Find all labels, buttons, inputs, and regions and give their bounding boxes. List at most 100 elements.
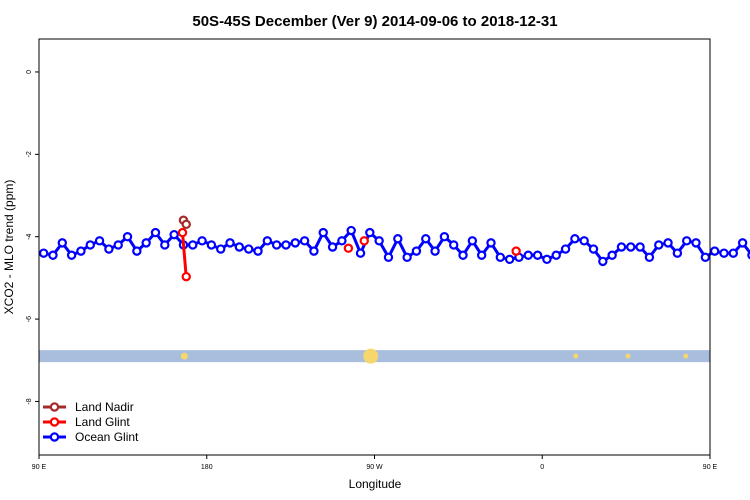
- sounding-mark: [180, 352, 188, 360]
- y-tick-label: 0: [26, 70, 33, 74]
- ocean-glint-point: [467, 236, 478, 246]
- ocean-glint-point: [504, 254, 515, 265]
- ocean-glint-point: [104, 244, 114, 254]
- ocean-glint-point: [253, 246, 263, 256]
- land-nadir-point: [181, 219, 191, 230]
- ocean-glint-point: [709, 246, 720, 256]
- ocean-glint-point: [542, 254, 552, 265]
- ocean-glint-point: [85, 240, 95, 250]
- ocean-glint-point: [355, 248, 366, 258]
- ocean-glint-point: [150, 227, 161, 238]
- ocean-glint-point: [113, 240, 123, 250]
- ocean-glint-point: [122, 232, 133, 242]
- ocean-glint-point: [486, 238, 496, 248]
- land-glint-point: [511, 246, 521, 256]
- legend-swatch-marker: [49, 432, 60, 442]
- ocean-glint-point: [365, 227, 375, 238]
- y-tick-label: -6: [26, 316, 33, 322]
- sounding-mark: [573, 353, 579, 359]
- land-glint-point: [359, 236, 369, 246]
- ocean-glint-point: [337, 236, 347, 246]
- land-glint-point: [181, 271, 191, 282]
- ocean-glint-point: [76, 246, 86, 256]
- ocean-glint-point: [318, 227, 328, 238]
- ocean-glint-point: [644, 252, 655, 262]
- ocean-glint-point: [309, 246, 319, 256]
- ocean-glint-point: [532, 250, 543, 260]
- ocean-glint-point: [346, 225, 356, 236]
- ocean-glint-point: [616, 242, 627, 252]
- ocean-glint-point: [299, 236, 310, 246]
- ocean-glint-point: [66, 250, 77, 260]
- ocean-glint-point: [197, 236, 207, 246]
- ocean-glint-point: [439, 232, 450, 242]
- ocean-glint-point: [169, 229, 179, 240]
- ocean-glint-point: [728, 248, 738, 258]
- ocean-glint-point: [141, 238, 151, 248]
- series-layer: [38, 215, 750, 282]
- y-tick-label: -8: [26, 398, 33, 404]
- ocean-glint-point: [672, 248, 683, 258]
- ocean-glint-point: [449, 240, 459, 250]
- ocean-glint-point: [523, 250, 533, 260]
- ocean-glint-point: [700, 252, 711, 262]
- ocean-glint-point: [281, 240, 291, 250]
- land-glint-line: [181, 232, 188, 277]
- ocean-glint-point: [188, 240, 198, 250]
- ocean-glint-point: [476, 250, 487, 260]
- ocean-glint-point: [598, 256, 608, 267]
- x-axis: 90 E 180 90 W 0 90 E: [32, 455, 718, 471]
- ocean-glint-point: [579, 236, 589, 246]
- x-tick-label: 180: [201, 464, 213, 471]
- y-tick-label: -2: [26, 151, 33, 157]
- sounding-mark: [683, 353, 689, 359]
- ocean-glint-point: [271, 240, 282, 250]
- ocean-glint-point: [160, 240, 170, 250]
- ocean-glint-point: [327, 242, 338, 252]
- ocean-glint-point: [737, 238, 748, 248]
- chart-title: 50S-45S December (Ver 9) 2014-09-06 to 2…: [192, 13, 557, 30]
- ocean-glint-point: [691, 238, 701, 248]
- ocean-glint-point: [560, 244, 571, 254]
- land-band-layer: [39, 348, 710, 364]
- y-axis-label: XCO2 - MLO trend (ppm): [2, 180, 16, 315]
- ocean-glint-point: [430, 246, 440, 256]
- sounding-mark: [625, 353, 631, 359]
- x-tick-label: 90 E: [703, 464, 718, 471]
- ocean-glint-point: [402, 252, 412, 262]
- ocean-glint-point: [216, 244, 226, 254]
- sounding-mark: [363, 348, 379, 364]
- x-axis-label: Longitude: [349, 477, 402, 491]
- ocean-glint-point: [393, 234, 403, 244]
- ocean-glint-point: [588, 244, 599, 254]
- ocean-glint-point: [570, 234, 580, 244]
- ocean-glint-point: [206, 240, 217, 250]
- ocean-glint-point: [243, 244, 254, 254]
- ocean-glint-point: [495, 252, 506, 262]
- x-tick-label: 90 W: [366, 464, 383, 471]
- ocean-glint-point: [94, 236, 105, 246]
- legend-label: Land Glint: [75, 415, 130, 429]
- ocean-glint-point: [234, 242, 245, 252]
- ocean-glint-point: [38, 248, 49, 258]
- ocean-glint-point: [682, 236, 692, 246]
- ocean-glint-point: [383, 252, 394, 262]
- legend-label: Land Nadir: [75, 400, 134, 414]
- ocean-glint-point: [635, 242, 645, 252]
- ocean-glint-point: [411, 246, 422, 256]
- land-glint-point: [343, 243, 354, 253]
- ocean-glint-point: [719, 248, 729, 258]
- ocean-glint-point: [48, 250, 58, 260]
- ocean-glint-point: [225, 238, 235, 248]
- ocean-glint-point: [458, 250, 468, 260]
- ocean-glint-point: [626, 242, 636, 252]
- ocean-glint-point: [421, 234, 431, 244]
- ocean-glint-point: [374, 236, 384, 246]
- ocean-glint-point: [654, 240, 664, 250]
- land-glint-point: [177, 227, 188, 238]
- ocean-glint-point: [663, 238, 673, 248]
- legend-label: Ocean Glint: [75, 430, 139, 444]
- ocean-glint-point: [262, 236, 273, 246]
